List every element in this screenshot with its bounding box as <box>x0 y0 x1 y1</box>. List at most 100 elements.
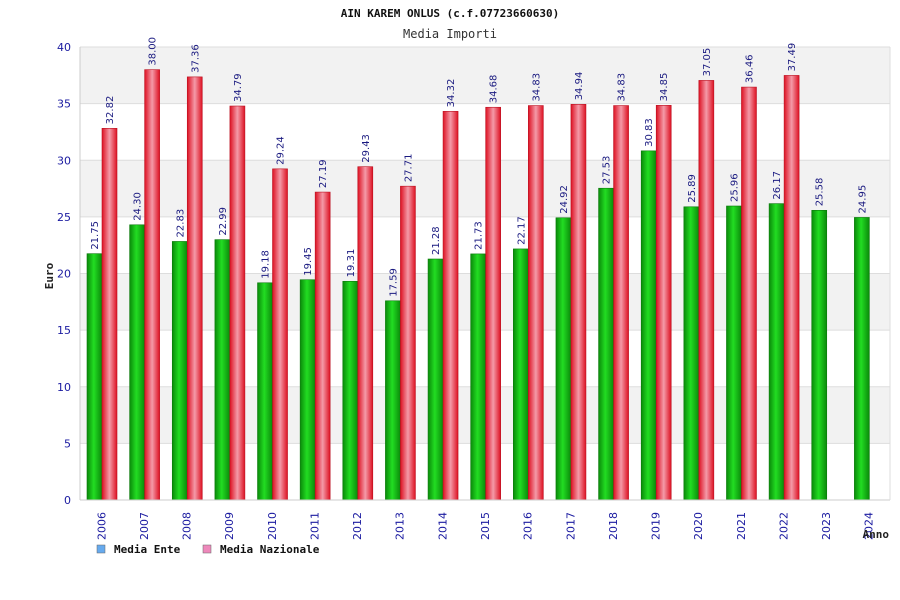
x-tick-label-2014: 2014 <box>436 512 449 540</box>
value-label-media-nazionale-2015: 34.68 <box>489 75 500 104</box>
value-label-media-ente-2020: 25.89 <box>687 174 698 203</box>
bar-media-nazionale-2012 <box>357 166 374 501</box>
value-label-media-ente-2012: 19.31 <box>346 249 357 278</box>
bar-media-ente-2016 <box>513 248 529 501</box>
value-label-media-nazionale-2011: 27.19 <box>318 159 329 188</box>
value-label-media-nazionale-2016: 34.83 <box>531 73 542 102</box>
y-tick-label: 25 <box>57 211 71 224</box>
x-tick-label-2021: 2021 <box>735 512 748 540</box>
bar-media-ente-2008 <box>171 241 188 501</box>
legend-swatch-media-ente <box>96 544 106 554</box>
y-tick-label: 5 <box>64 437 71 450</box>
bar-media-ente-2006 <box>86 253 103 501</box>
value-label-media-ente-2007: 24.30 <box>133 192 144 221</box>
bar-media-nazionale-2017 <box>570 104 587 501</box>
x-tick-label-2016: 2016 <box>522 512 535 540</box>
x-tick-label-2024: 2024 <box>863 512 876 540</box>
bar-media-nazionale-2022 <box>783 75 800 501</box>
value-label-media-ente-2016: 22.17 <box>516 216 527 245</box>
y-tick-label: 20 <box>57 268 71 281</box>
value-label-media-ente-2019: 30.83 <box>644 118 655 147</box>
x-tick-label-2023: 2023 <box>820 512 833 540</box>
bar-media-ente-2007 <box>129 224 145 501</box>
value-label-media-nazionale-2007: 38.00 <box>148 37 159 66</box>
value-label-media-nazionale-2013: 27.71 <box>403 154 414 183</box>
bar-media-ente-2009 <box>214 239 231 501</box>
bar-media-ente-2014 <box>427 258 444 501</box>
value-label-media-ente-2021: 25.96 <box>729 173 740 202</box>
legend-label-media-nazionale: Media Nazionale <box>220 543 320 556</box>
bar-media-nazionale-2007 <box>144 69 160 501</box>
bar-media-ente-2022 <box>768 203 785 501</box>
bar-media-nazionale-2016 <box>528 105 544 501</box>
x-tick-label-2020: 2020 <box>692 512 705 540</box>
x-tick-label-2011: 2011 <box>308 512 321 540</box>
value-label-media-ente-2008: 22.83 <box>175 209 186 238</box>
value-label-media-nazionale-2021: 36.46 <box>744 54 755 83</box>
legend: Media Ente Media Nazionale <box>96 543 320 556</box>
y-tick-label: 0 <box>64 494 71 507</box>
y-tick-label: 35 <box>57 98 71 111</box>
bar-media-nazionale-2021 <box>741 86 757 501</box>
bar-media-ente-2015 <box>470 253 486 501</box>
x-tick-label-2009: 2009 <box>223 512 236 540</box>
bar-media-ente-2011 <box>299 279 316 501</box>
axes: 0 5 10 15 20 25 30 35 40 2006 2007 2008 2009 2010 2011… <box>57 41 891 540</box>
bar-media-nazionale-2009 <box>229 105 246 501</box>
bar-media-nazionale-2011 <box>314 191 331 501</box>
value-label-media-ente-2022: 26.17 <box>772 171 783 200</box>
bar-media-ente-2013 <box>385 300 401 501</box>
legend-label-media-ente: Media Ente <box>114 543 181 556</box>
value-label-media-ente-2006: 21.75 <box>90 221 101 250</box>
value-label-media-nazionale-2017: 34.94 <box>574 72 585 101</box>
bar-media-nazionale-2006 <box>101 128 118 501</box>
bar-media-ente-2010 <box>257 282 273 501</box>
value-label-media-nazionale-2006: 32.82 <box>105 96 116 125</box>
bar-media-ente-2018 <box>598 187 614 501</box>
value-label-media-ente-2024: 24.95 <box>857 185 868 214</box>
x-axis-label: Anno <box>863 528 890 541</box>
value-label-media-nazionale-2008: 37.36 <box>190 44 201 73</box>
x-tick-label-2018: 2018 <box>607 512 620 540</box>
bar-media-nazionale-2020 <box>698 80 715 501</box>
y-tick-label: 10 <box>57 381 71 394</box>
y-tick-label: 15 <box>57 324 71 337</box>
bar-media-ente-2024 <box>854 217 870 501</box>
value-label-media-ente-2017: 24.92 <box>559 185 570 214</box>
bar-media-ente-2012 <box>342 281 359 501</box>
value-label-media-ente-2013: 17.59 <box>388 268 399 297</box>
bar-media-ente-2017 <box>555 217 572 501</box>
value-label-media-nazionale-2012: 29.43 <box>361 134 372 163</box>
value-label-media-nazionale-2019: 34.85 <box>659 73 670 102</box>
bar-media-ente-2019 <box>640 150 657 501</box>
bar-media-ente-2021 <box>726 205 742 501</box>
value-label-media-nazionale-2014: 34.32 <box>446 79 457 108</box>
x-tick-label-2022: 2022 <box>777 512 790 540</box>
bar-media-ente-2020 <box>683 206 700 501</box>
value-label-media-ente-2009: 22.99 <box>218 207 229 236</box>
x-tick-label-2019: 2019 <box>650 512 663 540</box>
value-label-media-ente-2010: 19.18 <box>261 250 272 279</box>
chart-title: AIN KAREM ONLUS (c.f.07723660630) <box>341 7 560 20</box>
x-tick-label-2008: 2008 <box>181 512 194 540</box>
value-label-media-nazionale-2022: 37.49 <box>787 43 798 72</box>
y-axis-label: Euro <box>43 262 56 289</box>
bar-media-nazionale-2013 <box>400 185 416 501</box>
value-label-media-ente-2014: 21.28 <box>431 226 442 255</box>
value-label-media-nazionale-2009: 34.79 <box>233 73 244 102</box>
y-tick-label: 40 <box>57 41 71 54</box>
chart-subtitle: Media Importi <box>403 27 497 41</box>
y-tick-label: 30 <box>57 154 71 167</box>
bar-media-nazionale-2018 <box>613 105 629 501</box>
bar-media-ente-2023 <box>811 210 828 501</box>
x-tick-label-2017: 2017 <box>564 512 577 540</box>
bar-media-nazionale-2014 <box>442 111 459 501</box>
legend-swatch-media-nazionale <box>202 544 212 554</box>
value-label-media-nazionale-2020: 37.05 <box>702 48 713 77</box>
bar-media-nazionale-2019 <box>655 105 672 501</box>
x-tick-label-2010: 2010 <box>266 512 279 540</box>
x-tick-label-2012: 2012 <box>351 512 364 540</box>
value-label-media-ente-2018: 27.53 <box>602 156 613 185</box>
bar-media-nazionale-2008 <box>186 76 203 501</box>
